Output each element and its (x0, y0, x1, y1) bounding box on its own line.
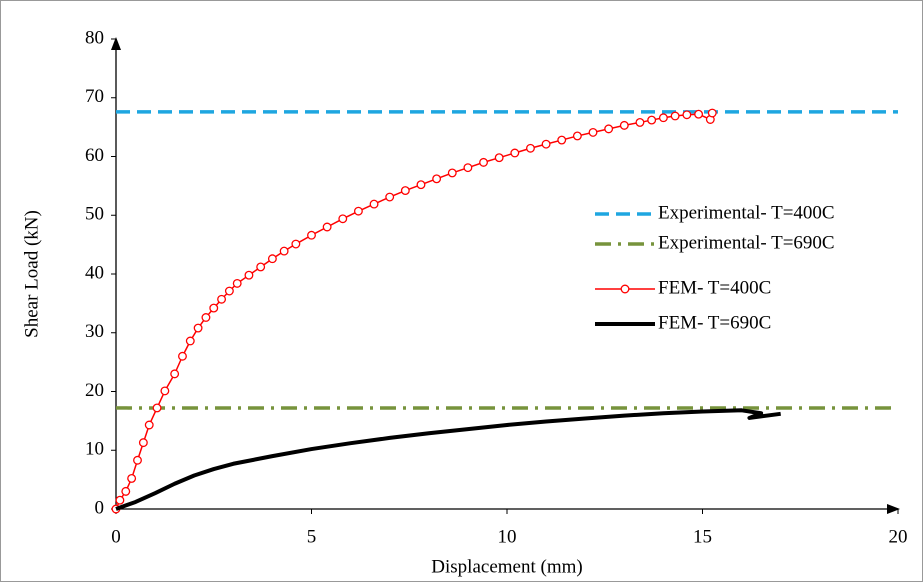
y-tick-label: 50 (85, 204, 104, 225)
legend-label: Experimental- T=690C (658, 232, 835, 253)
x-tick-label: 20 (889, 526, 908, 547)
data-point (647, 115, 657, 125)
y-tick-label: 0 (95, 497, 105, 518)
data-point (447, 168, 457, 178)
legend-label: FEM- T=400C (658, 277, 771, 298)
data-point (526, 143, 535, 153)
data-point (619, 120, 629, 130)
data-point (338, 214, 348, 224)
data-point (279, 246, 289, 256)
x-tick-label: 0 (111, 526, 121, 547)
y-tick-label: 40 (85, 262, 104, 283)
data-point (369, 199, 379, 209)
data-point (670, 111, 680, 121)
data-point (232, 278, 242, 288)
y-tick-label: 20 (85, 380, 104, 401)
y-tick-label: 70 (85, 86, 104, 107)
data-point (588, 127, 598, 137)
data-point (572, 131, 582, 141)
legend-marker (620, 284, 630, 294)
data-point (121, 486, 131, 496)
data-point (144, 420, 154, 430)
data-point (400, 186, 410, 196)
data-point (416, 180, 426, 190)
data-point (193, 323, 203, 333)
data-point (694, 109, 704, 119)
data-point (494, 153, 504, 163)
x-axis-arrow (887, 504, 900, 514)
data-point (541, 139, 551, 149)
data-point (127, 474, 137, 483)
legend-label: Experimental- T=400C (658, 202, 835, 223)
data-point (707, 108, 717, 118)
y-tick-label: 80 (85, 27, 104, 48)
data-point (217, 294, 227, 304)
series-line (115, 408, 781, 511)
y-axis-arrow (111, 37, 121, 50)
data-point (353, 206, 363, 216)
data-point (178, 351, 187, 361)
data-point (385, 192, 395, 202)
data-point (170, 369, 180, 379)
x-tick-label: 15 (693, 526, 712, 547)
series-line (115, 112, 713, 510)
data-point (557, 135, 567, 145)
data-point (209, 303, 219, 313)
data-point (322, 222, 332, 232)
data-point (201, 313, 211, 322)
x-tick-label: 5 (307, 526, 317, 547)
data-point (291, 239, 301, 249)
x-tick-label: 10 (498, 526, 517, 547)
y-tick-label: 30 (85, 321, 104, 342)
data-point (635, 117, 645, 127)
data-point (267, 254, 277, 264)
data-point (479, 157, 488, 167)
data-point (604, 124, 614, 134)
data-point (658, 113, 668, 123)
data-point (307, 230, 316, 240)
data-point (138, 438, 148, 448)
data-point (510, 148, 520, 158)
legend-label: FEM- T=690C (658, 312, 771, 333)
y-tick-label: 60 (85, 145, 104, 166)
data-point (152, 403, 162, 413)
data-point (682, 110, 692, 120)
data-point (256, 262, 266, 272)
data-point (244, 270, 254, 280)
data-point (185, 336, 195, 346)
data-point (133, 455, 142, 465)
data-point (160, 386, 170, 396)
data-point (432, 174, 442, 184)
data-point (463, 163, 473, 173)
y-tick-label: 10 (85, 439, 104, 460)
data-point (115, 495, 125, 505)
data-point (224, 286, 234, 296)
y-axis-title: Shear Load (kN) (21, 210, 42, 338)
x-axis-title: Displacement (mm) (431, 556, 582, 577)
